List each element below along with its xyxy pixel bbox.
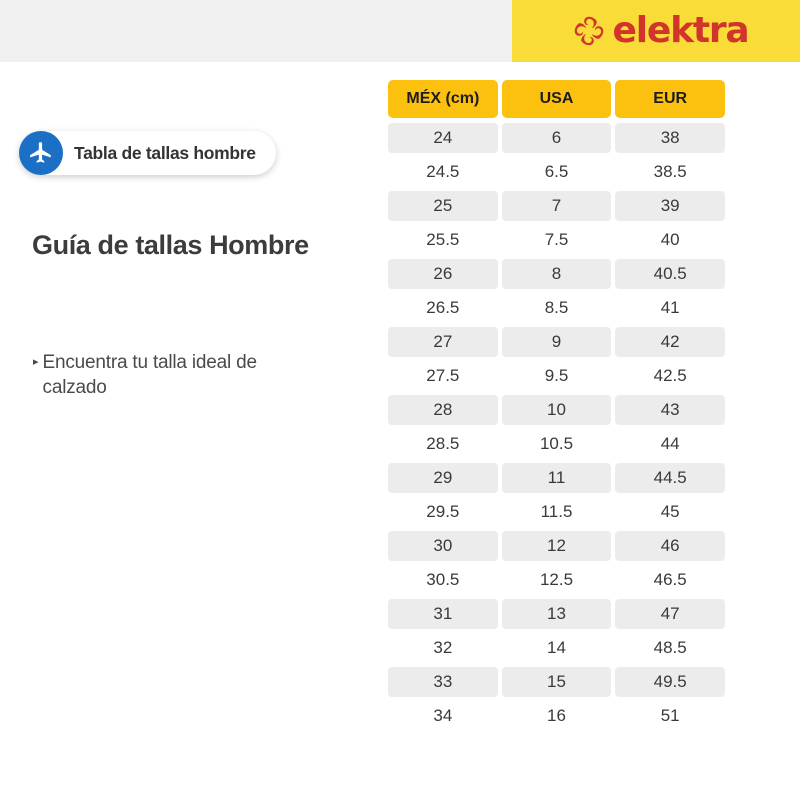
cell-usa: 10.5 — [539, 434, 574, 453]
cell-usa: 12 — [501, 531, 612, 561]
cell-mex: 33 — [388, 667, 498, 697]
cell-mex: 25.5 — [426, 230, 460, 249]
table-row: 33 15 49.5 — [388, 665, 726, 699]
cell-mex: 26.5 — [426, 298, 460, 317]
bullet-icon: ▸ — [33, 356, 39, 368]
cell-eur: 49.5 — [615, 667, 726, 697]
cell-mex: 27.5 — [426, 366, 460, 385]
cell-mex: 25 — [388, 191, 498, 221]
cell-mex: 32 — [433, 638, 453, 657]
cell-usa: 12.5 — [539, 570, 574, 589]
pinwheel-swirl-icon — [572, 14, 606, 48]
cell-usa: 15 — [501, 667, 612, 697]
table-row: 26 8 40.5 — [388, 257, 726, 291]
table-row: 30.5 12.5 46.5 — [388, 563, 725, 597]
cell-eur: 41 — [660, 298, 680, 317]
cell-mex: 31 — [388, 599, 498, 629]
table-row: 34 16 51 — [388, 699, 725, 733]
cell-mex: 28 — [388, 395, 498, 425]
cell-usa: 9.5 — [544, 366, 569, 385]
cell-mex: 24.5 — [426, 162, 460, 181]
cell-usa: 11 — [501, 463, 612, 493]
cell-usa: 7 — [501, 191, 612, 221]
cell-usa: 11.5 — [540, 502, 573, 521]
cell-mex: 27 — [388, 327, 498, 357]
cell-eur: 38 — [615, 123, 726, 153]
cell-mex: 30.5 — [426, 570, 460, 589]
cell-eur: 39 — [615, 191, 726, 221]
table-header-row: MÉX (cm) USA EUR — [388, 80, 726, 118]
subtitle-row: ▸ Encuentra tu talla ideal de calzado — [33, 350, 323, 400]
cell-usa: 7.5 — [544, 230, 569, 249]
cell-mex: 26 — [388, 259, 498, 289]
subtitle-text: Encuentra tu talla ideal de calzado — [42, 352, 258, 399]
cell-usa: 9 — [501, 327, 612, 357]
column-header-eur: EUR — [615, 80, 726, 118]
brand-banner: elektra — [512, 0, 800, 62]
cell-usa: 6 — [501, 123, 612, 153]
cell-usa: 13 — [501, 599, 612, 629]
table-row: 24.5 6.5 38.5 — [388, 155, 725, 189]
table-row: 25 7 39 — [388, 189, 726, 223]
cell-eur: 42 — [615, 327, 726, 357]
table-row: 26.5 8.5 41 — [388, 291, 725, 325]
cell-mex: 30 — [388, 531, 498, 561]
cell-eur: 51 — [660, 706, 680, 725]
cell-eur: 42.5 — [653, 366, 687, 385]
table-body: 24 6 38 24.5 6.5 38.5 25 7 39 25.5 7.5 40 26 8 40.5 26.… — [388, 121, 726, 733]
table-row: 30 12 46 — [388, 529, 726, 563]
cell-eur: 40.5 — [615, 259, 726, 289]
cell-eur: 45 — [660, 502, 680, 521]
column-header-mex: MÉX (cm) — [388, 80, 498, 118]
table-row: 24 6 38 — [388, 121, 726, 155]
cell-mex: 28.5 — [426, 434, 460, 453]
cell-mex: 29.5 — [426, 502, 460, 521]
cell-usa: 8.5 — [544, 298, 569, 317]
cell-usa: 8 — [501, 259, 612, 289]
cell-eur: 38.5 — [653, 162, 687, 181]
cell-usa: 14 — [547, 638, 566, 657]
size-table: MÉX (cm) USA EUR 24 6 38 24.5 6.5 38.5 25 7 39 25… — [388, 80, 726, 733]
cell-usa: 16 — [547, 706, 566, 725]
cell-eur: 46 — [615, 531, 726, 561]
cell-eur: 48.5 — [653, 638, 687, 657]
cell-eur: 43 — [615, 395, 726, 425]
cell-eur: 46.5 — [653, 570, 687, 589]
table-row: 27 9 42 — [388, 325, 726, 359]
table-row: 29 11 44.5 — [388, 461, 726, 495]
left-panel: Tabla de tallas hombre Guía de tallas Ho… — [0, 62, 380, 800]
table-row: 28 10 43 — [388, 393, 726, 427]
table-row: 29.5 11.5 45 — [388, 495, 725, 529]
column-header-usa: USA — [501, 80, 612, 118]
cell-mex: 29 — [388, 463, 498, 493]
cell-usa: 10 — [501, 395, 612, 425]
cell-mex: 24 — [388, 123, 498, 153]
brand-name: elektra — [612, 10, 750, 51]
table-row: 31 13 47 — [388, 597, 726, 631]
page-title: Guía de tallas Hombre — [32, 230, 309, 260]
cell-eur: 44 — [660, 434, 680, 453]
size-table-badge-label: Tabla de tallas hombre — [74, 142, 256, 163]
cell-usa: 6.5 — [544, 162, 569, 181]
cell-eur: 40 — [660, 230, 680, 249]
table-row: 27.5 9.5 42.5 — [388, 359, 725, 393]
cell-eur: 44.5 — [615, 463, 726, 493]
cell-eur: 47 — [615, 599, 726, 629]
table-row: 25.5 7.5 40 — [388, 223, 725, 257]
table-row: 32 14 48.5 — [388, 631, 725, 665]
table-row: 28.5 10.5 44 — [388, 427, 725, 461]
cell-mex: 34 — [433, 706, 453, 725]
airplane-icon — [19, 131, 63, 175]
size-table-badge: Tabla de tallas hombre — [19, 131, 276, 175]
